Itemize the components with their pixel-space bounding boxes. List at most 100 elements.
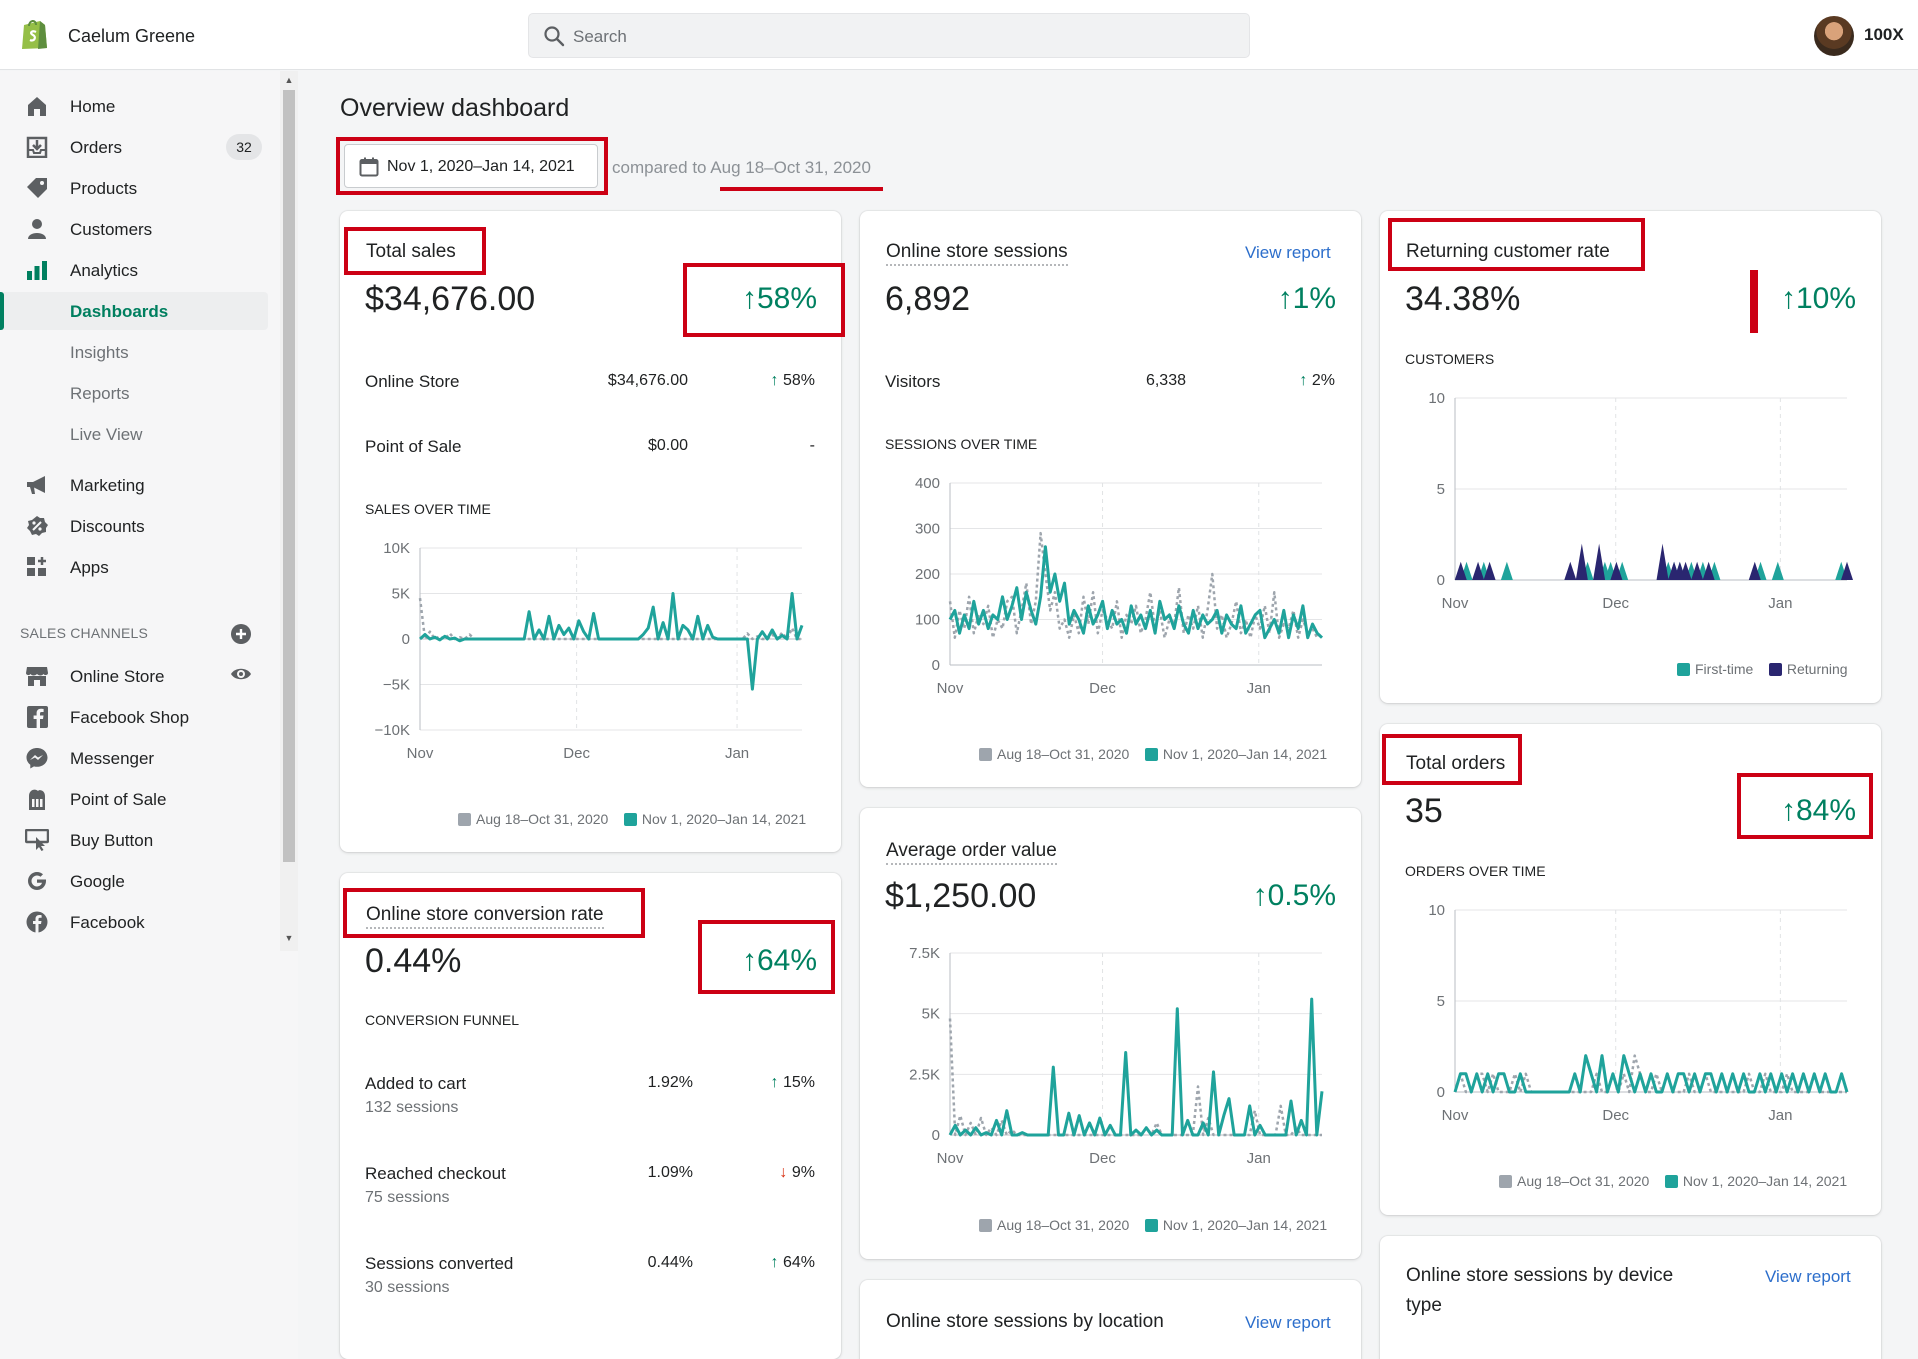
compared-to-text[interactable]: compared to Aug 18–Oct 31, 2020 xyxy=(612,158,871,178)
sidebar-item-apps[interactable]: Apps xyxy=(0,548,270,586)
account-name[interactable]: 100X xyxy=(1864,25,1904,44)
sidebar-item-facebook-shop[interactable]: Facebook Shop xyxy=(0,698,270,736)
total-sales-title[interactable]: Total sales xyxy=(366,241,456,262)
chart-legend: Aug 18–Oct 31, 2020 Nov 1, 2020–Jan 14, … xyxy=(458,811,806,827)
series-line-previous xyxy=(948,531,1323,639)
legend-swatch-first-time xyxy=(1677,663,1690,676)
messenger-icon xyxy=(26,748,48,769)
scrollbar-thumb[interactable] xyxy=(283,90,295,862)
active-indicator xyxy=(0,292,4,330)
location-view-report-link[interactable]: View report xyxy=(1245,1313,1331,1332)
returning-value: 34.38% xyxy=(1405,280,1521,318)
calendar-icon xyxy=(359,157,379,177)
y-tick-label: 0 xyxy=(932,1127,940,1144)
sidebar-item-discounts[interactable]: Discounts xyxy=(0,507,270,545)
y-tick-label: 5K xyxy=(922,1006,940,1023)
sales-row-label: Point of Sale xyxy=(365,437,462,456)
orders-title[interactable]: Total orders xyxy=(1406,753,1506,774)
orders-change-value: 84% xyxy=(1795,794,1856,827)
sidebar-item-google[interactable]: Google xyxy=(0,862,270,900)
facebook-icon xyxy=(26,911,48,933)
sidebar-item-marketing[interactable]: Marketing xyxy=(0,466,270,504)
area-spike-returning xyxy=(1472,561,1485,580)
legend-returning: Returning xyxy=(1786,661,1848,677)
scroll-down-arrow-icon[interactable]: ▼ xyxy=(284,933,294,943)
store-name[interactable]: Caelum Greene xyxy=(68,26,196,46)
sidebar-item-home[interactable]: Home xyxy=(0,87,270,125)
x-tick-label: Jan xyxy=(725,745,749,762)
device-title-line1[interactable]: Online store sessions by device xyxy=(1406,1265,1674,1286)
sessions-change-value: 1% xyxy=(1292,282,1336,315)
scroll-up-arrow-icon[interactable]: ▲ xyxy=(284,75,294,85)
compared-range[interactable]: Aug 18–Oct 31, 2020 xyxy=(710,158,871,177)
avatar[interactable] xyxy=(1814,16,1854,56)
customers-chart[interactable]: 10 5 0 Nov Dec Jan xyxy=(1405,380,1855,630)
visitors-label: Visitors xyxy=(885,372,941,391)
eye-icon[interactable] xyxy=(230,665,252,683)
up-arrow-icon: ↑ xyxy=(770,1254,783,1271)
y-tick-label: 7.5K xyxy=(909,945,940,962)
aov-chart[interactable]: 7.5K 5K 2.5K 0 Nov Dec Jan xyxy=(880,935,1330,1185)
sidebar-item-dashboards[interactable]: Dashboards xyxy=(0,292,268,330)
sidebar-item-buy-button[interactable]: Buy Button xyxy=(0,821,270,859)
bar-chart-icon xyxy=(27,261,47,280)
search-input[interactable]: Search xyxy=(528,13,1250,58)
sidebar-item-point-of-sale[interactable]: Point of Sale xyxy=(0,780,270,818)
device-view-report-link[interactable]: View report xyxy=(1765,1267,1851,1286)
compared-prefix: compared to xyxy=(612,158,711,177)
aov-title[interactable]: Average order value xyxy=(886,840,1057,865)
total-sales-card xyxy=(340,211,841,852)
sessions-card xyxy=(860,211,1361,787)
sidebar-item-facebook[interactable]: Facebook xyxy=(0,903,270,941)
location-title[interactable]: Online store sessions by location xyxy=(886,1311,1164,1332)
legend-previous: Aug 18–Oct 31, 2020 xyxy=(1517,1173,1650,1189)
sidebar-item-label: Facebook xyxy=(70,913,145,932)
sidebar-item-live-view[interactable]: Live View xyxy=(0,415,270,453)
y-tick-label: −5K xyxy=(383,677,410,694)
funnel-row-value: 0.44% xyxy=(647,1254,693,1271)
sidebar-item-messenger[interactable]: Messenger xyxy=(0,739,270,777)
y-tick-label: 200 xyxy=(915,566,940,583)
orders-over-time-chart[interactable]: 10 5 0 Nov Dec Jan xyxy=(1405,892,1855,1142)
sidebar-item-label: Orders xyxy=(70,138,122,157)
y-tick-label: 10 xyxy=(1428,902,1445,919)
funnel-row-sub: 30 sessions xyxy=(365,1279,450,1296)
x-tick-label: Nov xyxy=(1442,1107,1469,1124)
annotation-box xyxy=(1750,270,1758,333)
shopify-logo-icon[interactable] xyxy=(18,16,50,52)
funnel-row-sub: 132 sessions xyxy=(365,1099,459,1116)
location-card xyxy=(860,1280,1361,1359)
device-card xyxy=(1380,1236,1881,1359)
area-spike-first-time xyxy=(1771,561,1784,580)
person-icon xyxy=(28,219,46,239)
total-orders-card xyxy=(1380,724,1881,1215)
legend-swatch-current xyxy=(623,813,637,826)
sidebar-item-online-store[interactable]: Online Store xyxy=(0,657,270,695)
date-range-picker-button[interactable]: Nov 1, 2020–Jan 14, 2021 xyxy=(344,144,598,188)
sidebar-item-customers[interactable]: Customers xyxy=(0,210,270,248)
search-placeholder: Search xyxy=(573,27,627,46)
sidebar-item-analytics[interactable]: Analytics xyxy=(0,251,270,289)
sessions-over-time-chart[interactable]: 400 300 200 100 0 Nov Dec Jan xyxy=(880,465,1330,715)
sidebar-item-label: Products xyxy=(70,179,138,198)
sidebar-item-reports[interactable]: Reports xyxy=(0,374,270,412)
sales-over-time-chart[interactable]: 10K 5K 0 −5K −10K Nov Dec Jan xyxy=(370,530,810,780)
annotation-underline xyxy=(720,187,883,191)
y-tick-label: 0 xyxy=(932,657,940,674)
device-title-line2[interactable]: type xyxy=(1406,1295,1442,1316)
conversion-title[interactable]: Online store conversion rate xyxy=(366,904,604,929)
discount-icon xyxy=(27,516,48,536)
add-channel-icon[interactable] xyxy=(230,623,252,645)
legend-previous: Aug 18–Oct 31, 2020 xyxy=(997,1217,1130,1233)
sessions-title[interactable]: Online store sessions xyxy=(886,241,1068,266)
legend-swatch-previous xyxy=(979,748,992,761)
returning-title[interactable]: Returning customer rate xyxy=(1406,241,1610,262)
chart-legend: Aug 18–Oct 31, 2020 Nov 1, 2020–Jan 14, … xyxy=(1499,1173,1847,1189)
sidebar-item-orders[interactable]: Orders 32 xyxy=(0,128,270,166)
sidebar-item-insights[interactable]: Insights xyxy=(0,333,270,371)
series-line-current xyxy=(948,545,1324,640)
sessions-view-report-link[interactable]: View report xyxy=(1245,243,1331,262)
sidebar-item-label: Live View xyxy=(70,425,143,444)
aov-change-value: 0.5% xyxy=(1267,879,1336,912)
sidebar-item-products[interactable]: Products xyxy=(0,169,270,207)
